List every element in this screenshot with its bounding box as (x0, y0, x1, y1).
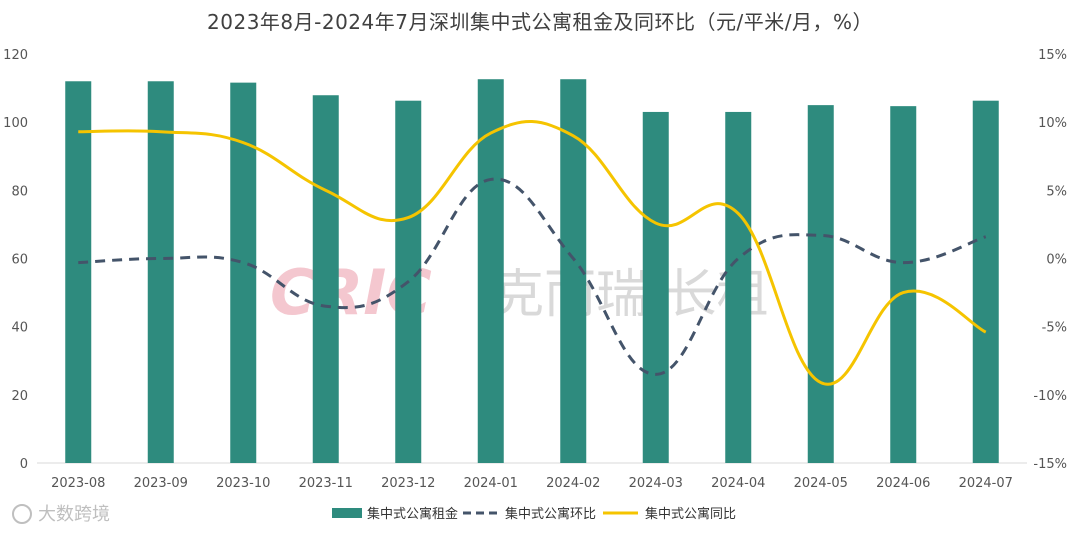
bar (477, 79, 504, 463)
x-tick-label: 2024-03 (629, 476, 683, 491)
y-left-tick-label: 60 (11, 253, 28, 268)
y-left-tick-label: 40 (11, 321, 28, 336)
bar (890, 106, 917, 464)
line-yoy (78, 120, 987, 386)
x-tick-label: 2023-12 (381, 476, 435, 491)
x-tick-label: 2024-05 (794, 476, 848, 491)
line-series (78, 120, 987, 386)
bar (642, 111, 669, 464)
y-right-tick-label: -5% (1042, 321, 1067, 336)
x-tick-label: 2023-09 (134, 476, 188, 491)
bar (972, 100, 999, 464)
bar (725, 111, 752, 464)
legend-label-mom: 集中式公寓环比 (505, 506, 596, 522)
legend: 集中式公寓租金 集中式公寓环比 集中式公寓同比 (332, 506, 736, 522)
x-tick-label: 2023-08 (51, 476, 105, 491)
y-right-tick-label: 0% (1046, 253, 1067, 268)
corner-watermark: 大数跨境 (12, 504, 110, 525)
legend-label-yoy: 集中式公寓同比 (645, 506, 736, 522)
y-left-tick-label: 100 (3, 116, 28, 131)
corner-watermark-text: 大数跨境 (38, 504, 110, 525)
y-right-tick-label: 5% (1046, 184, 1067, 199)
y-right-tick-label: 15% (1038, 48, 1067, 63)
x-tick-label: 2023-10 (216, 476, 270, 491)
bar (807, 105, 834, 463)
x-tick-label: 2023-11 (299, 476, 353, 491)
corner-logo-icon (12, 504, 32, 524)
x-axis: 2023-08 2023-09 2023-10 2023-11 2023-12 2024-… (51, 476, 1013, 491)
x-tick-label: 2024-06 (876, 476, 930, 491)
bar (65, 81, 92, 464)
bar (312, 95, 339, 463)
x-tick-label: 2024-02 (546, 476, 600, 491)
y-right-tick-label: 10% (1038, 116, 1067, 131)
y-right-tick-label: -15% (1033, 457, 1067, 472)
watermark: CRIC 克而瑞·长租 (270, 256, 769, 329)
x-tick-label: 2024-07 (959, 476, 1013, 491)
x-tick-label: 2024-04 (711, 476, 765, 491)
y-left-tick-label: 20 (11, 389, 28, 404)
chart-title: 2023年8月-2024年7月深圳集中式公寓租金及同环比（元/平米/月，%） (207, 10, 873, 34)
y-left-tick-label: 0 (20, 457, 28, 472)
y-right-tick-label: -10% (1033, 389, 1067, 404)
legend-swatch-rent (332, 508, 362, 518)
legend-label-rent: 集中式公寓租金 (367, 506, 458, 522)
bar (147, 81, 174, 464)
y-right-axis: -15% -10% -5% 0% 5% 10% 15% (1033, 48, 1067, 472)
x-tick-label: 2024-01 (464, 476, 518, 491)
y-left-tick-label: 120 (3, 48, 28, 63)
y-left-tick-label: 80 (11, 184, 28, 199)
bar-series (65, 79, 999, 464)
y-left-axis: 0 20 40 60 80 100 120 (3, 48, 28, 472)
